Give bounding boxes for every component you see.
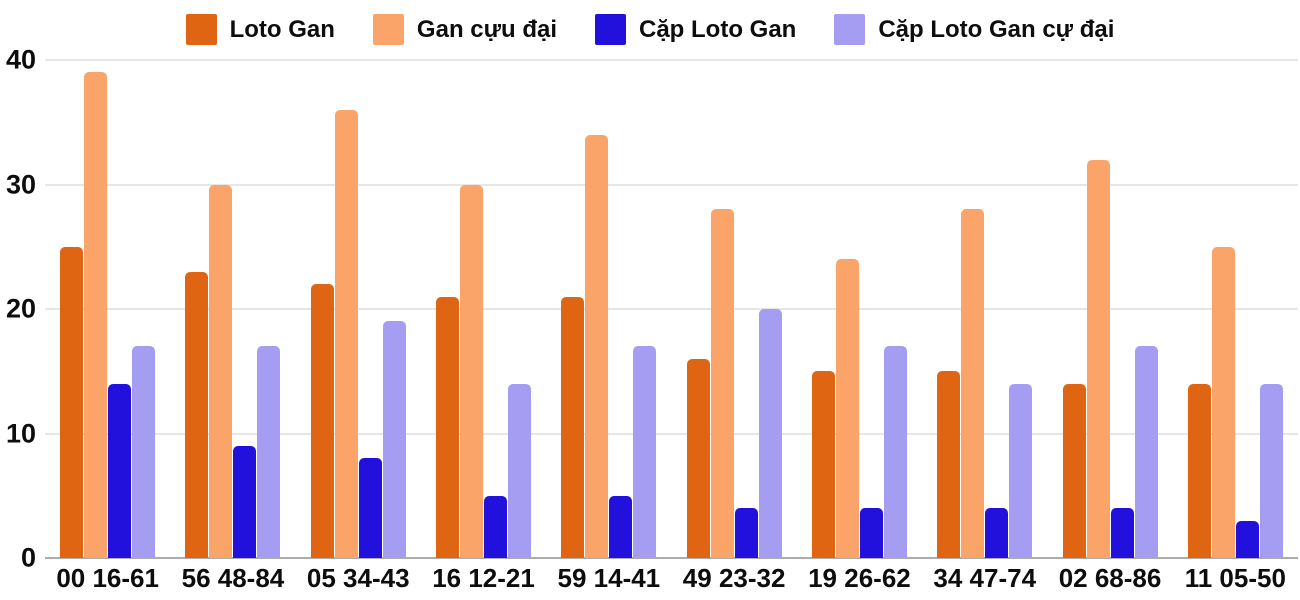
x-axis-labels: 00 16-61 56 48-84 05 34-43 16 12-21 59 14-41… <box>45 561 1298 595</box>
bar <box>961 209 985 558</box>
bar <box>633 346 657 558</box>
bar-group <box>1173 60 1298 558</box>
bar-group <box>671 60 796 558</box>
gridline <box>45 59 1298 61</box>
gridline <box>45 183 1298 186</box>
bar <box>508 383 532 558</box>
bar <box>859 508 883 558</box>
plot-area <box>45 59 1298 559</box>
bar <box>233 445 257 558</box>
bar <box>60 246 84 558</box>
bar <box>310 284 334 558</box>
y-tick-label: 20 <box>5 293 36 324</box>
bar-group <box>1047 60 1172 558</box>
y-tick-label: 30 <box>5 169 36 199</box>
bar <box>883 346 907 558</box>
bar <box>1009 383 1033 558</box>
x-tick-label: 16 12-21 <box>432 563 535 593</box>
x-tick-label: 05 34-43 <box>306 563 410 593</box>
gridline <box>45 432 1298 435</box>
bar <box>132 346 156 558</box>
legend-swatch-icon <box>595 14 626 45</box>
y-axis-labels: 0 10 20 30 40 <box>0 46 36 571</box>
bar <box>710 209 734 558</box>
x-tick-label: 00 16-61 <box>56 563 159 593</box>
bar <box>1134 346 1158 558</box>
bar <box>1086 159 1110 558</box>
x-axis-line <box>45 557 1298 559</box>
bar <box>609 495 633 558</box>
bar <box>758 309 782 558</box>
gridline <box>45 308 1298 310</box>
x-tick-label: 49 23-32 <box>682 563 786 593</box>
bar <box>358 458 382 558</box>
legend-item[interactable]: Cặp Loto Gan cự đại <box>834 14 1114 45</box>
legend-label: Loto Gan <box>229 15 335 43</box>
bar <box>1211 246 1235 558</box>
bar <box>1062 383 1086 558</box>
chart-legend: Loto Gan Gan cựu đại Cặp Loto Gan Cặp Loto … <box>0 14 1300 45</box>
bar <box>585 134 609 558</box>
bar-group <box>797 60 922 558</box>
legend-item[interactable]: Cặp Loto Gan <box>595 14 796 45</box>
bar <box>1259 383 1283 558</box>
legend-item[interactable]: Gan cựu đại <box>372 14 557 45</box>
bar-group <box>421 60 546 558</box>
x-tick-label: 34 47-74 <box>933 563 1037 593</box>
bar-group <box>546 60 671 558</box>
bar <box>209 184 233 558</box>
bar <box>1235 520 1259 558</box>
bar <box>985 508 1009 558</box>
bar-groups <box>45 60 1298 558</box>
y-tick-label: 0 <box>20 542 36 573</box>
bar <box>84 72 108 558</box>
legend-label: Cặp Loto Gan cự đại <box>878 15 1115 43</box>
bar <box>436 296 460 558</box>
legend-label: Cặp Loto Gan <box>639 15 797 43</box>
y-tick-label: 40 <box>5 44 36 75</box>
legend-label: Gan cựu đại <box>416 15 557 43</box>
bar <box>835 259 859 558</box>
legend-swatch-icon <box>185 14 217 45</box>
y-tick-label: 10 <box>5 418 36 448</box>
x-tick-label: 11 05-50 <box>1184 563 1286 593</box>
bar <box>811 371 835 558</box>
x-tick-label: 56 48-84 <box>181 563 285 593</box>
bar-group <box>170 60 295 558</box>
bar <box>1187 383 1211 558</box>
bar <box>1110 508 1134 558</box>
bar <box>937 371 961 558</box>
bar <box>108 383 132 558</box>
bar <box>460 184 484 558</box>
bar <box>334 109 358 558</box>
x-tick-label: 02 68-86 <box>1058 563 1162 593</box>
bar-group <box>45 60 170 558</box>
bar <box>484 495 508 558</box>
bar <box>561 296 585 558</box>
legend-swatch-icon <box>372 14 404 45</box>
bar <box>382 321 406 558</box>
bar-group <box>296 60 421 558</box>
bar <box>686 358 710 558</box>
legend-item[interactable]: Loto Gan <box>185 14 335 45</box>
bar <box>734 508 758 558</box>
bar <box>185 271 209 558</box>
x-tick-label: 19 26-62 <box>808 563 911 593</box>
bar-group <box>922 60 1047 558</box>
legend-swatch-icon <box>834 14 866 45</box>
bar <box>257 346 281 558</box>
x-tick-label: 59 14-41 <box>557 563 661 593</box>
